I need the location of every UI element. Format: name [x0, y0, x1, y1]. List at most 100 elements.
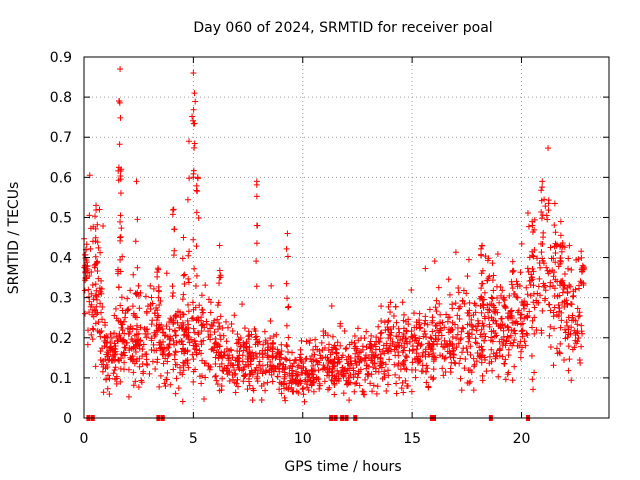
- data-point: [356, 358, 363, 365]
- data-point: [531, 330, 538, 337]
- data-point: [509, 285, 516, 292]
- data-point: [383, 340, 390, 347]
- data-point: [284, 343, 291, 350]
- data-point: [432, 304, 439, 311]
- data-point: [105, 351, 112, 358]
- data-point: [190, 368, 197, 375]
- data-point: [502, 376, 509, 383]
- data-point: [165, 344, 172, 351]
- data-point: [148, 294, 155, 301]
- data-point: [130, 369, 137, 376]
- data-point: [130, 382, 137, 389]
- data-point: [538, 215, 545, 222]
- data-point: [547, 279, 554, 286]
- data-point: [577, 278, 584, 285]
- data-point: [327, 351, 334, 358]
- data-point: [220, 368, 227, 375]
- data-point: [155, 325, 162, 332]
- data-point: [100, 223, 107, 230]
- data-point: [132, 290, 139, 297]
- data-point: [171, 226, 178, 233]
- data-point: [399, 299, 406, 306]
- data-point: [105, 347, 112, 354]
- data-point: [478, 326, 485, 333]
- data-point: [484, 277, 491, 284]
- data-point: [285, 334, 292, 341]
- data-point: [453, 344, 460, 351]
- data-point: [104, 364, 111, 371]
- data-point: [283, 245, 290, 252]
- data-point: [468, 316, 475, 323]
- data-point: [303, 338, 310, 345]
- data-point: [354, 325, 361, 332]
- data-point: [526, 308, 533, 315]
- data-point: [482, 253, 489, 260]
- data-point: [524, 331, 531, 338]
- data-point: [368, 344, 375, 351]
- data-point: [214, 381, 221, 388]
- data-point: [305, 371, 312, 378]
- data-point: [103, 376, 110, 383]
- data-point: [190, 356, 197, 363]
- data-point: [89, 311, 96, 318]
- data-point: [106, 391, 113, 398]
- data-point: [95, 244, 102, 251]
- data-point: [113, 373, 120, 380]
- data-point: [88, 290, 95, 297]
- data-point: [253, 283, 260, 290]
- data-point: [155, 266, 162, 273]
- data-point: [284, 230, 291, 237]
- data-point: [575, 282, 582, 289]
- data-point: [362, 376, 369, 383]
- data-point: [322, 354, 329, 361]
- data-point: [130, 271, 137, 278]
- data-point: [546, 301, 553, 308]
- data-point: [325, 357, 332, 364]
- data-point: [401, 311, 408, 318]
- data-point: [334, 360, 341, 367]
- data-point: [391, 361, 398, 368]
- data-point: [445, 276, 452, 283]
- data-point: [320, 328, 327, 335]
- data-point: [272, 365, 279, 372]
- data-point: [355, 368, 362, 375]
- data-point: [507, 340, 514, 347]
- data-point: [245, 363, 252, 370]
- data-point: [170, 366, 177, 373]
- data-point: [496, 352, 503, 359]
- data-point: [550, 362, 557, 369]
- data-point: [97, 356, 104, 363]
- data-point: [95, 291, 102, 298]
- data-point: [438, 332, 445, 339]
- data-point: [253, 240, 260, 247]
- data-point: [378, 318, 385, 325]
- data-point: [528, 352, 535, 359]
- data-point: [186, 248, 193, 255]
- data-point: [564, 334, 571, 341]
- data-point: [343, 345, 350, 352]
- data-point: [564, 322, 571, 329]
- data-point: [155, 294, 162, 301]
- data-point: [497, 292, 504, 299]
- data-point: [179, 296, 186, 303]
- data-point: [231, 312, 238, 319]
- data-point: [378, 329, 385, 336]
- data-point: [437, 311, 444, 318]
- data-point: [416, 325, 423, 332]
- data-point: [241, 325, 248, 332]
- data-point: [293, 378, 300, 385]
- data-point: [259, 362, 266, 369]
- data-point: [112, 305, 119, 312]
- data-point: [98, 361, 105, 368]
- data-point: [138, 379, 145, 386]
- data-point: [104, 339, 111, 346]
- data-point: [198, 327, 205, 334]
- data-point: [466, 312, 473, 319]
- data-point: [373, 390, 380, 397]
- data-point: [124, 295, 131, 302]
- data-point: [169, 207, 176, 214]
- data-point: [92, 253, 99, 260]
- data-point: [205, 362, 212, 369]
- data-point: [190, 70, 197, 77]
- data-point: [557, 243, 564, 250]
